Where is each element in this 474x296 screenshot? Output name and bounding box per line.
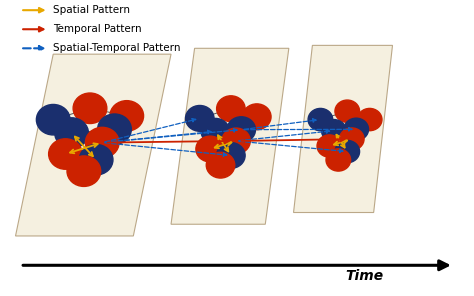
Ellipse shape [326,149,351,171]
Ellipse shape [335,100,360,122]
Ellipse shape [67,156,100,186]
Ellipse shape [79,144,113,175]
Ellipse shape [317,135,342,157]
Text: Temporal Pattern: Temporal Pattern [53,24,142,34]
Ellipse shape [196,136,224,162]
Ellipse shape [98,114,131,144]
Ellipse shape [206,152,235,178]
Ellipse shape [201,118,229,144]
Ellipse shape [85,127,119,158]
Ellipse shape [49,139,82,169]
Ellipse shape [217,143,245,168]
Text: Time: Time [345,269,383,283]
Polygon shape [16,54,171,236]
Ellipse shape [308,108,333,131]
Ellipse shape [73,93,107,123]
Ellipse shape [344,118,368,140]
Ellipse shape [357,108,382,131]
Ellipse shape [222,128,250,154]
Ellipse shape [110,101,144,131]
Ellipse shape [217,96,245,122]
Ellipse shape [243,104,271,130]
Polygon shape [171,48,289,224]
Ellipse shape [335,140,360,163]
Ellipse shape [227,117,255,143]
Text: Spatial-Temporal Pattern: Spatial-Temporal Pattern [53,43,181,53]
Text: Spatial Pattern: Spatial Pattern [53,5,130,15]
Polygon shape [293,45,392,213]
Ellipse shape [321,120,346,142]
Ellipse shape [339,128,364,150]
Ellipse shape [185,105,214,131]
Ellipse shape [36,104,70,135]
Ellipse shape [55,118,89,148]
